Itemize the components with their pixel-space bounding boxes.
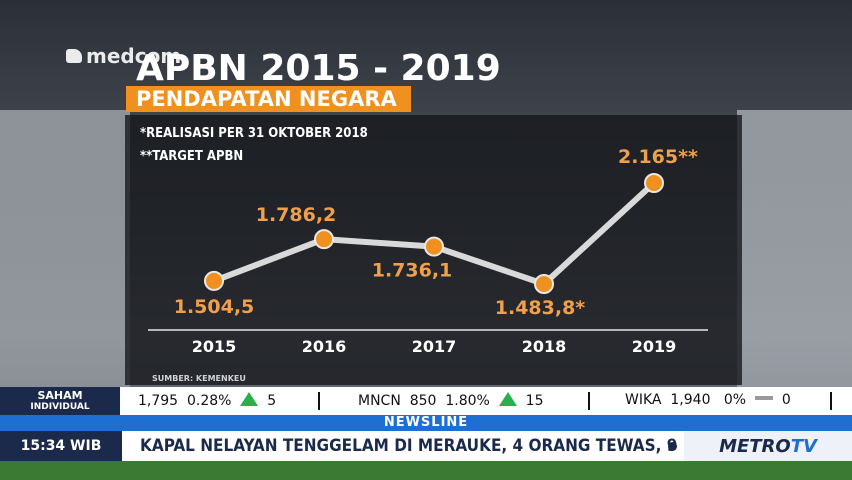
ticker-volume: 15: [525, 393, 544, 409]
data-point-2015: [204, 270, 224, 291]
ticker-label-subtitle: INDIVIDUAL: [30, 402, 90, 412]
ticker-volume: 5: [267, 393, 277, 409]
ticker-change: 1.80%: [445, 393, 490, 409]
clock: 15:34 WIB: [0, 431, 122, 461]
ticker-item: WIKA 1,940 0% 0: [625, 392, 791, 408]
ticker-item: MNCN 850 1.80% 15: [358, 392, 543, 409]
ticker-price: 1,795: [138, 393, 179, 409]
up-arrow-icon: [498, 392, 517, 406]
stock-ticker: SAHAM INDIVIDUAL 1,795 0.28% 5 MNCN 850 …: [0, 387, 852, 415]
medcom-logo-text: medcom: [86, 44, 182, 68]
note-target: **TARGET APBN: [140, 149, 244, 164]
data-label-2017: 1.736,1: [372, 260, 453, 282]
ticker-change: 0.28%: [187, 393, 232, 409]
ticker-name: WIKA: [625, 392, 662, 408]
headline-dot-icon: [668, 442, 677, 451]
x-tick-label-2019: 2019: [632, 337, 677, 356]
medcom-logo: medcom: [66, 44, 181, 68]
metrotv-logo: METRO TV: [684, 431, 852, 461]
x-tick-label-2015: 2015: [192, 337, 237, 356]
graphic-title: APBN 2015 - 2019: [136, 48, 501, 89]
ticker-name: MNCN: [358, 393, 401, 409]
ticker-price: 850: [409, 393, 437, 409]
ticker-volume: 0: [781, 392, 791, 408]
ticker-label: SAHAM INDIVIDUAL: [0, 387, 120, 415]
ticker-change: 0%: [723, 392, 747, 408]
data-point-2016: [314, 229, 334, 250]
metrotv-logo-tv: TV: [790, 435, 817, 457]
note-realisasi: *REALISASI PER 31 OKTOBER 2018: [140, 126, 368, 141]
chart-source: SUMBER: KEMENKEU: [152, 374, 246, 383]
medcom-logo-icon: [66, 49, 82, 63]
data-label-2016: 1.786,2: [256, 204, 337, 226]
news-headline: KAPAL NELAYAN TENGGELAM DI MERAUKE, 4 OR…: [140, 436, 749, 456]
newsline-bar: NEWSLINE: [0, 415, 852, 431]
ticker-label-title: SAHAM: [37, 389, 83, 402]
ticker-separator: [830, 392, 832, 410]
x-tick-label-2016: 2016: [302, 337, 347, 356]
data-point-2019: [644, 173, 664, 193]
up-arrow-icon: [240, 392, 259, 406]
flat-dash-icon: [754, 396, 773, 400]
ticker-price: 1,940: [670, 392, 711, 408]
x-tick-label-2018: 2018: [522, 337, 567, 356]
data-label-2015: 1.504,5: [174, 296, 255, 318]
graphic-subtitle: PENDAPATAN NEGARA: [126, 86, 411, 112]
bottom-footage-strip: [0, 461, 852, 480]
ticker-separator: [318, 392, 320, 410]
ticker-item: 1,795 0.28% 5: [138, 392, 276, 409]
background-building-left: [0, 110, 130, 390]
data-point-2018: [534, 274, 554, 294]
metrotv-logo-text: METRO: [719, 435, 791, 457]
data-label-2018: 1.483,8*: [495, 297, 586, 319]
background-building-right: [737, 110, 852, 390]
data-label-2019: 2.165**: [618, 146, 698, 168]
data-point-2017: [424, 236, 444, 257]
ticker-separator: [588, 392, 590, 410]
lower-third: 15:34 WIB KAPAL NELAYAN TENGGELAM DI MER…: [0, 431, 852, 461]
x-tick-label-2017: 2017: [412, 337, 457, 356]
